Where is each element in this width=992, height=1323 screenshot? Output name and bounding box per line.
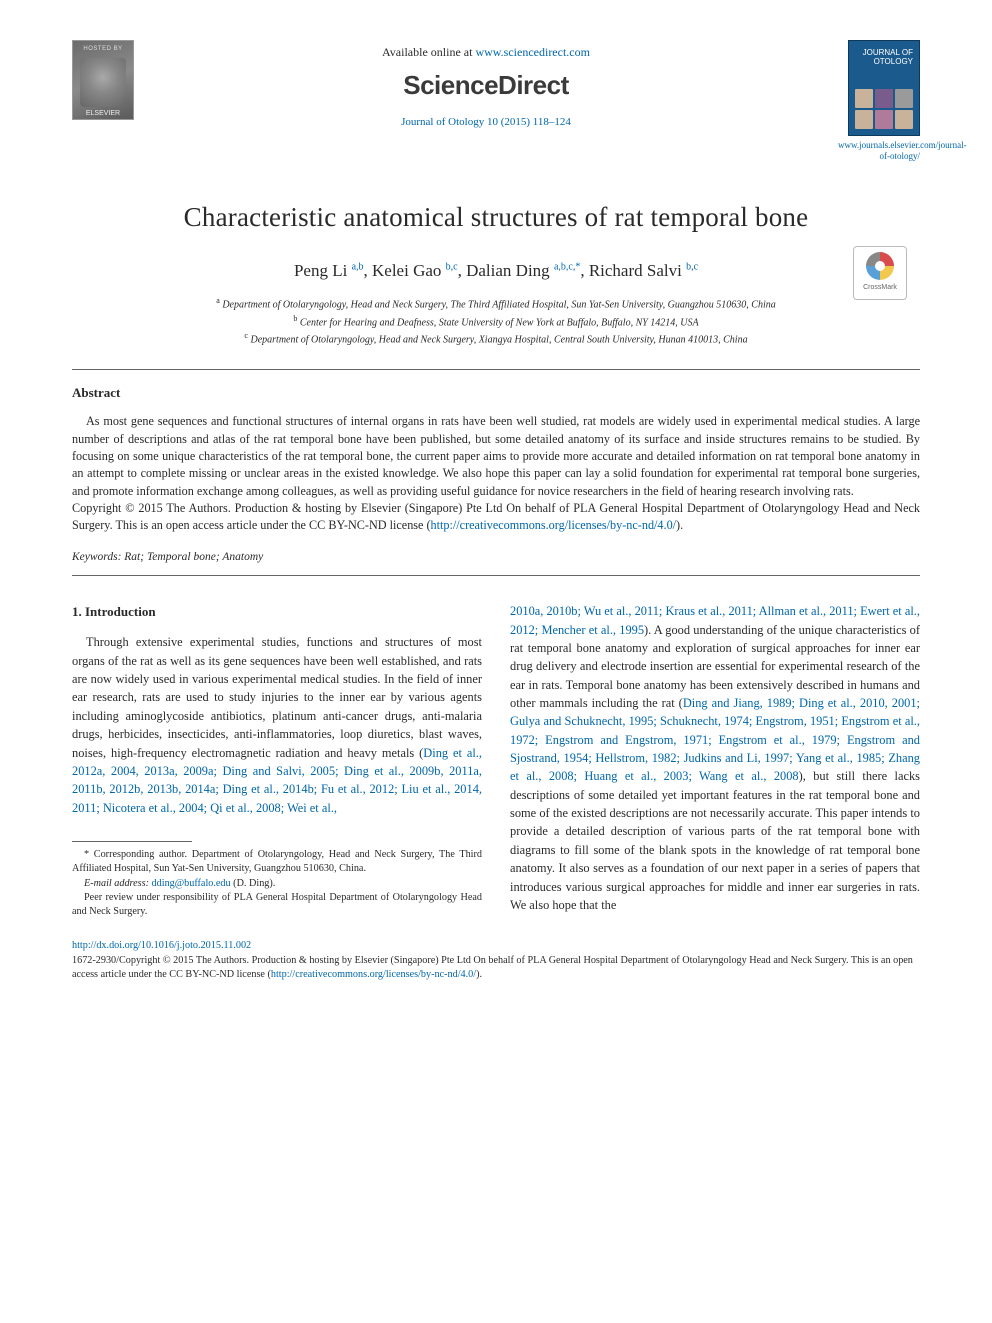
keywords-label: Keywords: — [72, 551, 121, 563]
author: Dalian Ding — [466, 261, 550, 280]
author: Peng Li — [294, 261, 347, 280]
issn-suffix: ). — [476, 969, 482, 980]
doi-link[interactable]: http://dx.doi.org/10.1016/j.joto.2015.11… — [72, 940, 251, 951]
affiliation: Department of Otolaryngology, Head and N… — [222, 300, 775, 311]
author-marks[interactable]: b,c — [446, 261, 458, 272]
divider — [72, 369, 920, 370]
author-marks[interactable]: a,b — [352, 261, 364, 272]
hosted-by-label: HOSTED BY — [83, 45, 122, 54]
footnote-divider — [72, 841, 192, 842]
issn-text: 1672-2930/Copyright © 2015 The Authors. … — [72, 955, 913, 980]
cover-column: JOURNAL OF OTOLOGY www.journals.elsevier… — [838, 40, 920, 162]
email-person: (D. Ding). — [233, 878, 275, 889]
available-online-line: Available online at www.sciencedirect.co… — [134, 44, 838, 61]
divider — [72, 575, 920, 576]
body-paragraph: Through extensive experimental studies, … — [72, 633, 482, 817]
keywords-line: Keywords: Rat; Temporal bone; Anatomy — [72, 549, 920, 566]
publisher-name: ELSEVIER — [86, 109, 120, 119]
abstract-paragraph: As most gene sequences and functional st… — [72, 413, 920, 500]
authors-line: Peng Li a,b, Kelei Gao b,c, Dalian Ding … — [72, 259, 920, 284]
header-center: Available online at www.sciencedirect.co… — [134, 40, 838, 131]
crossmark-icon — [866, 252, 894, 280]
keywords-text: Rat; Temporal bone; Anatomy — [124, 551, 263, 563]
section-heading: 1. Introduction — [72, 602, 482, 621]
footnotes: * Corresponding author. Department of Ot… — [72, 848, 482, 919]
article-title: Characteristic anatomical structures of … — [72, 198, 920, 237]
license-link[interactable]: http://creativecommons.org/licenses/by-n… — [271, 969, 476, 980]
journal-cover-icon: JOURNAL OF OTOLOGY — [848, 40, 920, 136]
page-header: HOSTED BY ELSEVIER Available online at w… — [72, 40, 920, 162]
sciencedirect-url[interactable]: www.sciencedirect.com — [475, 45, 590, 59]
email-label: E-mail address: — [84, 878, 149, 889]
email-link[interactable]: dding@buffalo.edu — [152, 878, 231, 889]
body-paragraph: 2010a, 2010b; Wu et al., 2011; Kraus et … — [510, 602, 920, 914]
elsevier-tree-icon — [80, 58, 126, 107]
column-right: 2010a, 2010b; Wu et al., 2011; Kraus et … — [510, 602, 920, 919]
available-prefix: Available online at — [382, 45, 475, 59]
issn-copyright-line: 1672-2930/Copyright © 2015 The Authors. … — [72, 954, 920, 983]
body-text: Through extensive experimental studies, … — [72, 635, 482, 759]
crossmark-badge[interactable]: CrossMark — [853, 246, 907, 300]
copyright-suffix: ). — [676, 518, 683, 532]
abstract-heading: Abstract — [72, 384, 920, 403]
email-line: E-mail address: dding@buffalo.edu (D. Di… — [72, 877, 482, 891]
author: Kelei Gao — [372, 261, 441, 280]
crossmark-label: CrossMark — [863, 283, 897, 293]
affiliations: a Department of Otolaryngology, Head and… — [72, 295, 920, 347]
column-left: 1. Introduction Through extensive experi… — [72, 602, 482, 919]
elsevier-badge: HOSTED BY ELSEVIER — [72, 40, 134, 120]
peer-review-note: Peer review under responsibility of PLA … — [72, 891, 482, 920]
corresponding-author-note: * Corresponding author. Department of Ot… — [72, 848, 482, 877]
author-marks[interactable]: b,c — [686, 261, 698, 272]
affiliation: Department of Otolaryngology, Head and N… — [250, 334, 747, 345]
license-link[interactable]: http://creativecommons.org/licenses/by-n… — [431, 518, 677, 532]
body-text: ), but still there lacks descriptions of… — [510, 769, 920, 912]
abstract-body: As most gene sequences and functional st… — [72, 413, 920, 534]
body-columns: 1. Introduction Through extensive experi… — [72, 602, 920, 919]
journal-homepage-url[interactable]: www.journals.elsevier.com/journal-of-oto… — [838, 140, 920, 162]
page-footer: http://dx.doi.org/10.1016/j.joto.2015.11… — [72, 939, 920, 982]
cover-title: JOURNAL OF OTOLOGY — [855, 49, 913, 63]
journal-reference[interactable]: Journal of Otology 10 (2015) 118–124 — [134, 115, 838, 131]
author: Richard Salvi — [589, 261, 682, 280]
affiliation: Center for Hearing and Deafness, State U… — [300, 317, 699, 328]
author-marks[interactable]: a,b,c,* — [554, 261, 580, 272]
sciencedirect-logo: ScienceDirect — [134, 67, 838, 105]
